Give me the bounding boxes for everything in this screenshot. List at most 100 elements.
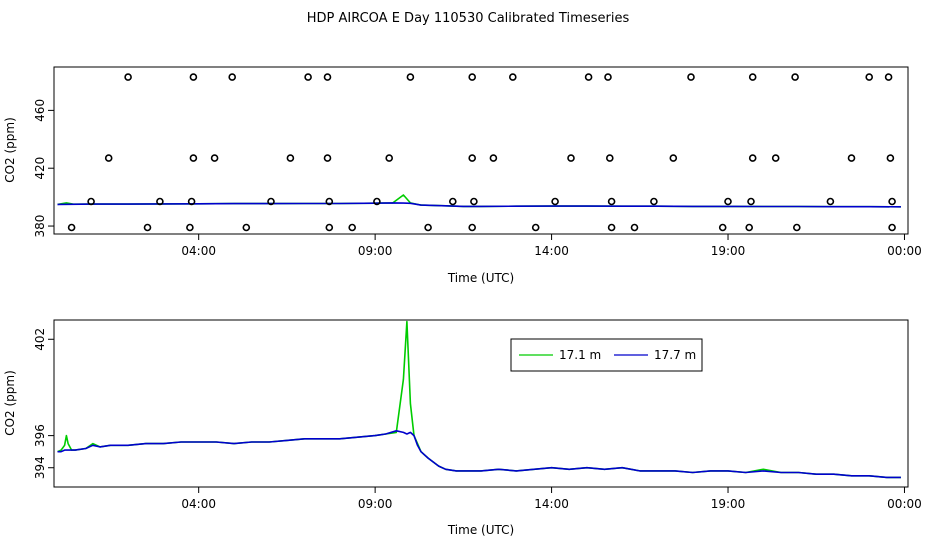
calibration-point — [242, 223, 251, 232]
calibration-point — [267, 197, 275, 206]
panel-calibration-scatter: 380 420 460 04:00 09:00 14:00 19:00 00:00 Time… — [3, 66, 922, 285]
calibration-point — [630, 223, 639, 232]
calibration-point — [792, 223, 801, 232]
plot-frame — [53, 66, 909, 235]
calibration-points — [67, 73, 896, 232]
x-axis: 04:00 09:00 14:00 19:00 00:00 — [181, 234, 922, 258]
calibration-point — [888, 223, 896, 232]
series-line-0 — [57, 194, 901, 208]
calibration-point — [747, 197, 755, 206]
calibration-point — [489, 154, 498, 162]
calibration-point — [156, 197, 164, 206]
calibration-point — [826, 197, 835, 206]
calibration-point — [348, 223, 357, 232]
calibration-point — [304, 73, 312, 81]
x-tick-label: 19:00 — [711, 244, 746, 258]
calibration-point — [584, 73, 593, 81]
y-tick-label: 460 — [33, 99, 47, 122]
panel-co2-timeseries: 394 396 402 04:00 09:00 14:00 19:00 00:00 17.1… — [3, 319, 922, 537]
calibration-point — [748, 73, 757, 81]
legend-label-17-7m: 17.7 m — [654, 348, 696, 362]
calibration-point — [323, 73, 332, 81]
y-tick-label: 420 — [33, 157, 47, 180]
x-tick-label: 04:00 — [181, 497, 216, 511]
x-tick-label: 09:00 — [358, 497, 393, 511]
x-axis: 04:00 09:00 14:00 19:00 00:00 — [181, 487, 922, 511]
x-tick-label: 00:00 — [887, 244, 922, 258]
calibration-point — [724, 197, 732, 206]
calibration-point — [468, 223, 477, 232]
calibration-point — [468, 73, 477, 81]
calibration-point — [687, 73, 695, 81]
x-tick-label: 19:00 — [711, 497, 746, 511]
calibration-point — [551, 197, 559, 206]
series-lines — [57, 194, 901, 208]
calibration-point — [406, 73, 415, 81]
calibration-point — [607, 197, 616, 206]
calibration-point — [186, 223, 194, 232]
series-line-0 — [57, 320, 901, 479]
calibration-point — [325, 197, 334, 206]
y-axis: 380 420 460 — [33, 99, 54, 238]
calibration-point — [286, 154, 295, 162]
x-axis-label: Time (UTC) — [447, 523, 514, 537]
calibration-point — [143, 223, 152, 232]
calibration-point — [508, 73, 517, 81]
x-axis-label: Time (UTC) — [447, 271, 514, 285]
calibration-point — [669, 154, 678, 162]
calibration-point — [210, 154, 219, 162]
series-line-1 — [57, 202, 901, 208]
series-lines — [57, 320, 901, 479]
calibration-point — [865, 73, 874, 81]
calibration-point — [745, 223, 754, 232]
legend-label-17-1m: 17.1 m — [559, 348, 601, 362]
calibration-point — [791, 73, 799, 81]
calibration-point — [189, 73, 198, 81]
calibration-point — [189, 154, 198, 162]
series-line-1 — [57, 430, 901, 479]
calibration-point — [884, 73, 893, 81]
legend: 17.1 m 17.7 m — [510, 338, 703, 372]
plot-frame — [53, 319, 909, 488]
calibration-point — [650, 197, 658, 206]
x-tick-label: 14:00 — [534, 497, 569, 511]
calibration-point — [87, 197, 95, 206]
x-tick-label: 14:00 — [534, 244, 569, 258]
calibration-point — [771, 154, 780, 162]
y-axis-label: CO2 (ppm) — [3, 117, 17, 183]
calibration-point — [124, 73, 132, 81]
calibration-point — [888, 197, 896, 206]
calibration-point — [228, 73, 236, 81]
y-tick-label: 396 — [33, 424, 47, 447]
calibration-point — [323, 154, 332, 162]
y-axis-label: CO2 (ppm) — [3, 370, 17, 436]
calibration-point — [468, 154, 477, 162]
x-tick-label: 00:00 — [887, 497, 922, 511]
calibration-point — [470, 197, 478, 206]
calibration-point — [847, 154, 856, 162]
figure-title: HDP AIRCOA E Day 110530 Calibrated Times… — [307, 11, 630, 26]
calibration-point — [373, 197, 381, 206]
calibration-point — [187, 197, 196, 206]
y-tick-label: 380 — [33, 215, 47, 238]
calibration-point — [718, 223, 727, 232]
y-tick-label: 402 — [33, 328, 47, 351]
x-tick-label: 09:00 — [358, 244, 393, 258]
x-tick-label: 04:00 — [181, 244, 216, 258]
calibration-point — [604, 73, 612, 81]
y-tick-label: 394 — [33, 456, 47, 479]
calibration-point — [531, 223, 540, 232]
calibration-point — [104, 154, 113, 162]
calibration-point — [325, 223, 334, 232]
y-axis: 394 396 402 — [33, 328, 54, 479]
calibration-point — [886, 154, 895, 162]
calibration-point — [567, 154, 575, 162]
calibration-point — [67, 223, 76, 232]
calibration-point — [748, 154, 757, 162]
calibration-point — [448, 197, 457, 206]
calibration-point — [607, 223, 616, 232]
calibration-point — [385, 154, 394, 162]
calibration-point — [605, 154, 614, 162]
calibration-point — [424, 223, 432, 232]
